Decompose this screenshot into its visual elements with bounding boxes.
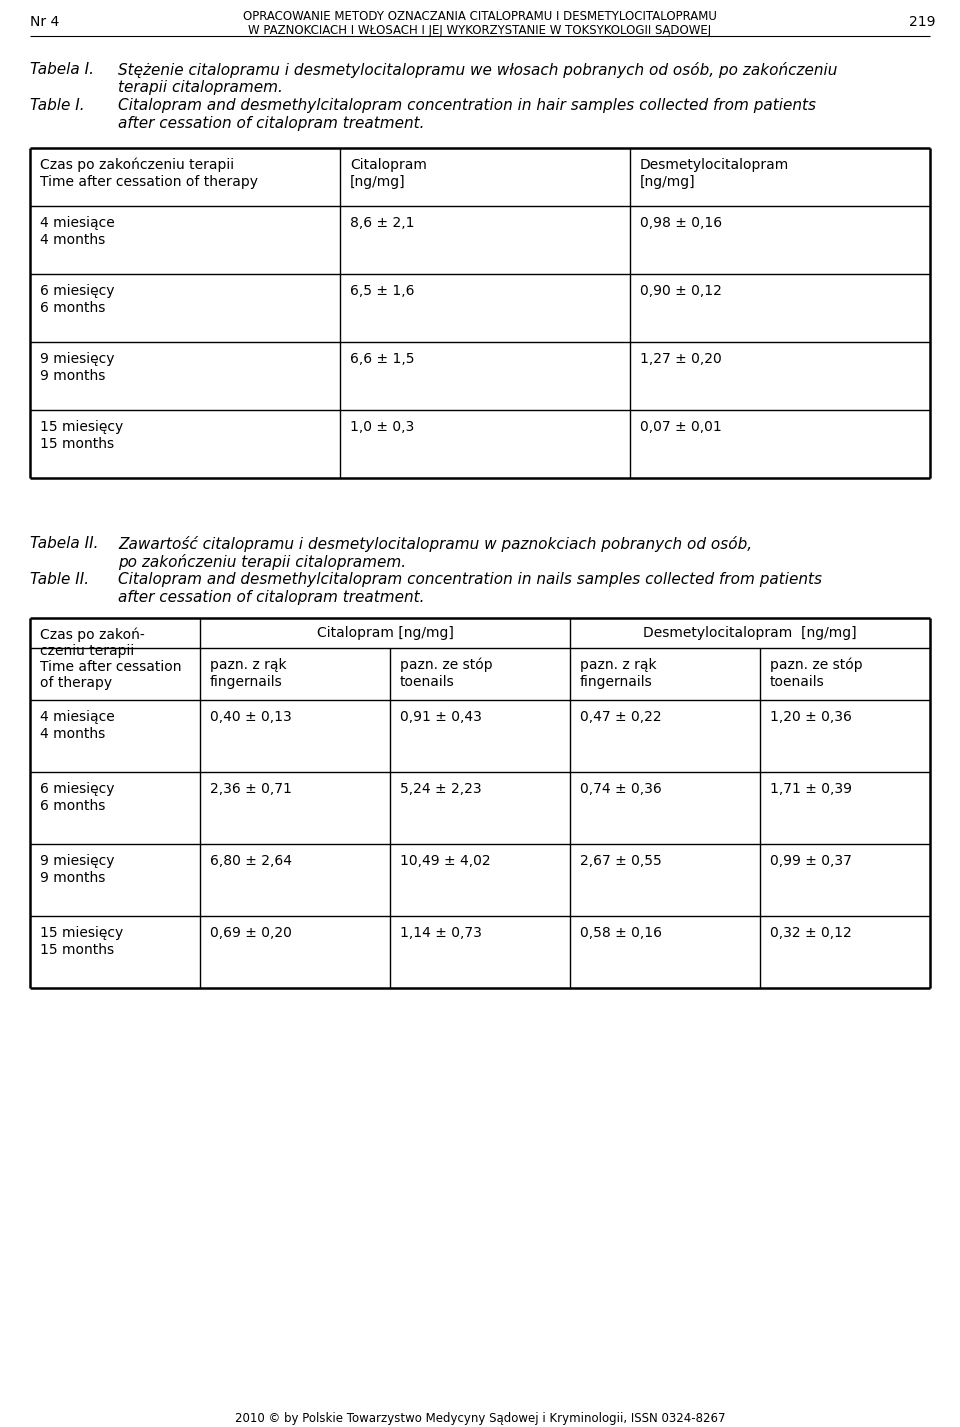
Text: 0,99 ± 0,37: 0,99 ± 0,37 [770,853,852,868]
Text: 0,98 ± 0,16: 0,98 ± 0,16 [640,215,722,230]
Text: [ng/mg]: [ng/mg] [350,176,406,188]
Text: toenails: toenails [400,675,455,689]
Text: 1,0 ± 0,3: 1,0 ± 0,3 [350,420,415,434]
Text: Tabela II.: Tabela II. [30,537,99,551]
Text: 15 miesięcy: 15 miesięcy [40,926,123,940]
Text: 219: 219 [908,16,935,29]
Text: 2,36 ± 0,71: 2,36 ± 0,71 [210,782,292,796]
Text: 0,32 ± 0,12: 0,32 ± 0,12 [770,926,852,940]
Text: 8,6 ± 2,1: 8,6 ± 2,1 [350,215,415,230]
Text: 0,69 ± 0,20: 0,69 ± 0,20 [210,926,292,940]
Text: 0,47 ± 0,22: 0,47 ± 0,22 [580,711,661,723]
Text: fingernails: fingernails [210,675,283,689]
Text: czeniu terapii: czeniu terapii [40,644,134,658]
Text: 9 months: 9 months [40,370,106,382]
Text: OPRACOWANIE METODY OZNACZANIA CITALOPRAMU I DESMETYLOCITALOPRAMU: OPRACOWANIE METODY OZNACZANIA CITALOPRAM… [243,10,717,23]
Text: terapii citalopramem.: terapii citalopramem. [118,80,283,96]
Text: 0,74 ± 0,36: 0,74 ± 0,36 [580,782,661,796]
Text: 4 miesiące: 4 miesiące [40,711,115,723]
Text: Nr 4: Nr 4 [30,16,60,29]
Text: Czas po zakończeniu terapii: Czas po zakończeniu terapii [40,158,234,173]
Text: Tabela I.: Tabela I. [30,61,94,77]
Text: 9 months: 9 months [40,870,106,885]
Text: 6,80 ± 2,64: 6,80 ± 2,64 [210,853,292,868]
Text: 2,67 ± 0,55: 2,67 ± 0,55 [580,853,661,868]
Text: 6,6 ± 1,5: 6,6 ± 1,5 [350,352,415,365]
Text: Desmetylocitalopram: Desmetylocitalopram [640,158,789,173]
Text: 1,71 ± 0,39: 1,71 ± 0,39 [770,782,852,796]
Text: 4 months: 4 months [40,726,106,741]
Text: 6 miesięcy: 6 miesięcy [40,284,114,298]
Text: [ng/mg]: [ng/mg] [640,176,696,188]
Text: 2010 © by Polskie Towarzystwo Medycyny Sądowej i Kryminologii, ISSN 0324-8267: 2010 © by Polskie Towarzystwo Medycyny S… [235,1411,725,1426]
Text: 15 miesięcy: 15 miesięcy [40,420,123,434]
Text: W PAZNOKCIACH I WŁOSACH I JEJ WYKORZYSTANIE W TOKSYKOLOGII SĄDOWEJ: W PAZNOKCIACH I WŁOSACH I JEJ WYKORZYSTA… [249,24,711,37]
Text: Citalopram [ng/mg]: Citalopram [ng/mg] [317,626,453,639]
Text: 0,58 ± 0,16: 0,58 ± 0,16 [580,926,662,940]
Text: pazn. ze stóp: pazn. ze stóp [770,658,863,672]
Text: 0,91 ± 0,43: 0,91 ± 0,43 [400,711,482,723]
Text: Desmetylocitalopram  [ng/mg]: Desmetylocitalopram [ng/mg] [643,626,857,639]
Text: pazn. z rąk: pazn. z rąk [210,658,287,672]
Text: 6 miesięcy: 6 miesięcy [40,782,114,796]
Text: 5,24 ± 2,23: 5,24 ± 2,23 [400,782,482,796]
Text: 0,40 ± 0,13: 0,40 ± 0,13 [210,711,292,723]
Text: of therapy: of therapy [40,676,112,691]
Text: pazn. z rąk: pazn. z rąk [580,658,657,672]
Text: toenails: toenails [770,675,825,689]
Text: 4 months: 4 months [40,233,106,247]
Text: Citalopram and desmethylcitalopram concentration in hair samples collected from : Citalopram and desmethylcitalopram conce… [118,98,816,113]
Text: Citalopram: Citalopram [350,158,427,173]
Text: Zawartość citalopramu i desmetylocitalopramu w paznokciach pobranych od osób,: Zawartość citalopramu i desmetylocitalop… [118,537,752,552]
Text: po zakończeniu terapii citalopramem.: po zakończeniu terapii citalopramem. [118,554,406,569]
Text: Time after cessation of therapy: Time after cessation of therapy [40,176,258,188]
Text: 6,5 ± 1,6: 6,5 ± 1,6 [350,284,415,298]
Text: after cessation of citalopram treatment.: after cessation of citalopram treatment. [118,589,424,605]
Text: Time after cessation: Time after cessation [40,661,181,674]
Text: 1,27 ± 0,20: 1,27 ± 0,20 [640,352,722,365]
Text: 1,14 ± 0,73: 1,14 ± 0,73 [400,926,482,940]
Text: Citalopram and desmethylcitalopram concentration in nails samples collected from: Citalopram and desmethylcitalopram conce… [118,572,822,586]
Text: fingernails: fingernails [580,675,653,689]
Text: 1,20 ± 0,36: 1,20 ± 0,36 [770,711,852,723]
Text: 6 months: 6 months [40,799,106,813]
Text: 15 months: 15 months [40,437,114,451]
Text: 9 miesięcy: 9 miesięcy [40,352,114,365]
Text: Czas po zakoń-: Czas po zakoń- [40,628,145,642]
Text: pazn. ze stóp: pazn. ze stóp [400,658,492,672]
Text: 0,90 ± 0,12: 0,90 ± 0,12 [640,284,722,298]
Text: Table II.: Table II. [30,572,89,586]
Text: Table I.: Table I. [30,98,84,113]
Text: 10,49 ± 4,02: 10,49 ± 4,02 [400,853,491,868]
Text: 15 months: 15 months [40,943,114,958]
Text: 0,07 ± 0,01: 0,07 ± 0,01 [640,420,722,434]
Text: 4 miesiące: 4 miesiące [40,215,115,230]
Text: 6 months: 6 months [40,301,106,315]
Text: after cessation of citalopram treatment.: after cessation of citalopram treatment. [118,116,424,131]
Text: 9 miesięcy: 9 miesięcy [40,853,114,868]
Text: Stężenie citalopramu i desmetylocitalopramu we włosach pobranych od osób, po zak: Stężenie citalopramu i desmetylocitalopr… [118,61,837,78]
